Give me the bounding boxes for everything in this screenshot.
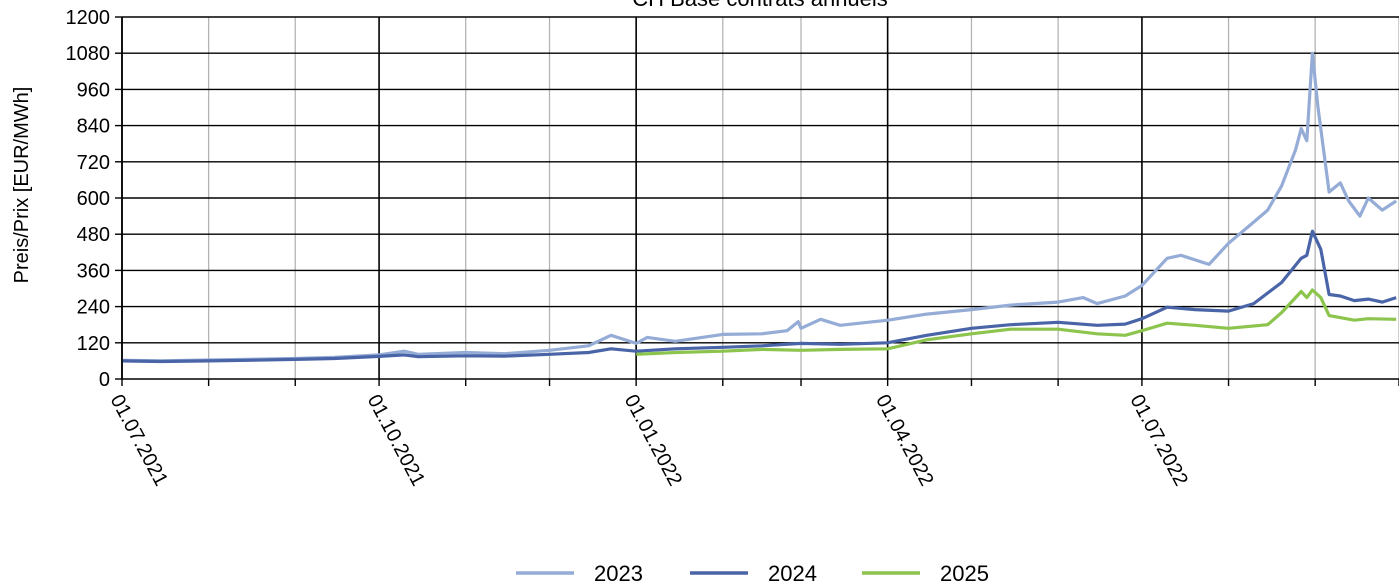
y-tick-label: 120 <box>77 333 110 355</box>
axes <box>115 16 1399 386</box>
x-tick-label: 01.10.2021 <box>363 391 429 490</box>
legend-label-2023: 2023 <box>594 561 643 585</box>
y-tick-label: 720 <box>77 152 110 174</box>
series-line-2023 <box>121 51 1398 363</box>
x-tick-label: 01.07.2022 <box>1126 391 1192 490</box>
x-tick-label: 01.01.2022 <box>620 391 686 490</box>
y-tick-label: 480 <box>77 224 110 246</box>
x-tick-label: 01.04.2022 <box>871 391 937 490</box>
legend-label-2024: 2024 <box>768 561 817 585</box>
y-tick-label: 240 <box>77 297 110 319</box>
y-tick-label: 840 <box>77 116 110 138</box>
series-line-2024 <box>121 229 1397 364</box>
series-line-2025 <box>636 288 1397 356</box>
y-axis-title: Preis/Prix [EUR/MWh] <box>11 87 33 284</box>
y-tick-labels: 0 120 240 360 480 600 720 840 960 1080 1200 <box>66 7 111 391</box>
legend-label-2025: 2025 <box>940 561 989 585</box>
y-tick-label: 360 <box>77 260 110 282</box>
series-lines <box>121 51 1398 364</box>
chart-title: CH Base contrats annuels <box>632 0 888 11</box>
x-tick-label: 01.07.2021 <box>106 391 172 490</box>
y-tick-label: 1200 <box>66 7 111 29</box>
y-tick-label: 0 <box>99 369 110 391</box>
grid <box>121 16 1399 379</box>
x-tick-labels: 01.07.2021 01.10.2021 01.01.2022 01.04.2022… <box>106 391 1192 490</box>
y-tick-label: 960 <box>77 79 110 101</box>
y-tick-label: 600 <box>77 188 110 210</box>
legend: 2023 2024 2025 <box>516 561 989 585</box>
y-tick-label: 1080 <box>66 43 111 65</box>
